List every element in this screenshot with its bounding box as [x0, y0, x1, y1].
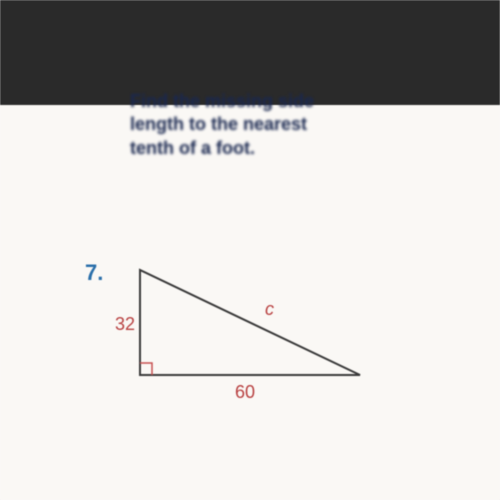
triangle-path	[140, 270, 360, 375]
right-angle-marker	[140, 363, 152, 375]
screenshot-container: Find the missing side length to the near…	[0, 0, 500, 500]
side-label-hypotenuse: c	[265, 299, 274, 319]
side-label-vertical: 32	[115, 314, 135, 334]
instruction-line1: Find the missing side	[130, 90, 314, 113]
triangle-diagram: 32 60 c	[110, 260, 390, 410]
side-label-horizontal: 60	[235, 382, 255, 402]
instruction-line2: length to the nearest	[130, 113, 314, 136]
instruction-text: Find the missing side length to the near…	[130, 90, 314, 160]
triangle-svg: 32 60 c	[110, 260, 390, 410]
problem-number: 7.	[85, 260, 103, 286]
content-region: Find the missing side length to the near…	[0, 105, 500, 500]
instruction-line3: tenth of a foot.	[130, 137, 314, 160]
